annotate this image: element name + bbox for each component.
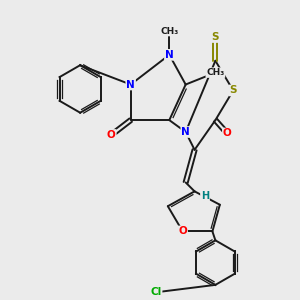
- Text: CH₃: CH₃: [206, 68, 224, 77]
- Text: Cl: Cl: [150, 287, 162, 297]
- Text: O: O: [107, 130, 116, 140]
- Text: O: O: [223, 128, 232, 139]
- Text: N: N: [126, 80, 135, 89]
- Text: S: S: [230, 85, 237, 95]
- Text: H: H: [201, 191, 209, 201]
- Text: N: N: [181, 127, 190, 137]
- Text: N: N: [165, 50, 174, 60]
- Text: O: O: [178, 226, 187, 236]
- Text: CH₃: CH₃: [160, 27, 178, 36]
- Text: S: S: [212, 32, 219, 42]
